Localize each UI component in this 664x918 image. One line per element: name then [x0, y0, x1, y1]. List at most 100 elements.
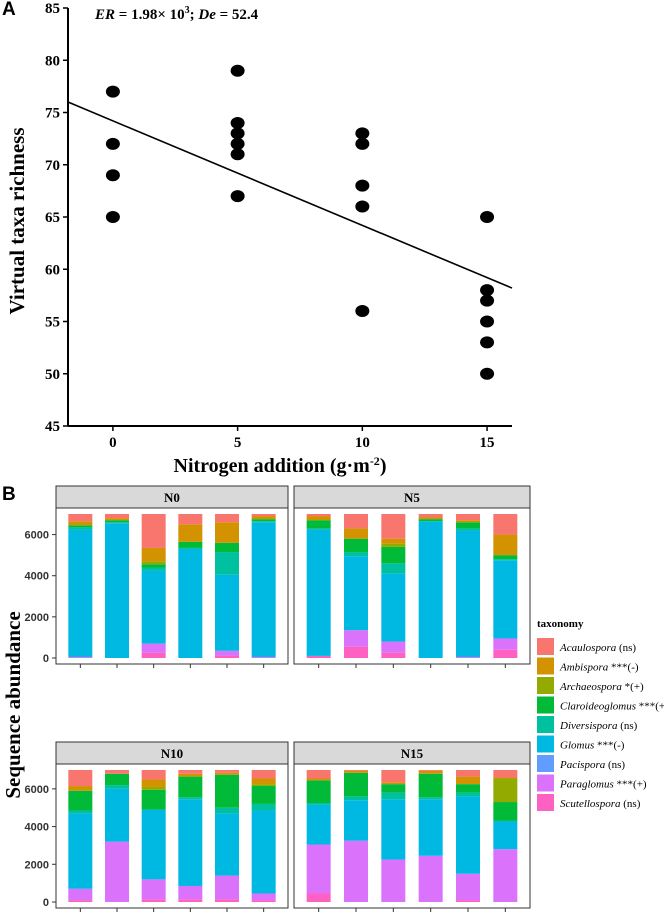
y-tick-label: 80: [45, 53, 60, 69]
bar-segment-paraglomus: [381, 641, 406, 653]
bar-segment-ambispora: [344, 770, 368, 773]
x-tick-label: 0: [109, 435, 117, 451]
legend-label: Pacispora (ns): [559, 759, 625, 771]
bar-segment-scutellospora: [306, 893, 331, 902]
bar-segment-claroideoglomus: [141, 564, 166, 568]
bar-segment-glomus: [141, 809, 166, 880]
legend-significance: (ns): [617, 720, 637, 732]
y-tick-label: 60: [45, 262, 60, 278]
bar-segment-glomus: [178, 548, 203, 658]
bar-segment-paraglomus: [456, 873, 480, 901]
y-tick-label: 75: [45, 106, 60, 122]
bar-segment-ambispora: [418, 770, 443, 774]
bar-segment-diversispora: [418, 797, 443, 800]
bar-segment-claroideoglomus: [418, 773, 443, 798]
data-point: [105, 85, 120, 98]
bar-segment-scutellospora: [381, 652, 406, 658]
facet-panel: [293, 763, 531, 909]
bar-segment-acaulospora: [493, 514, 518, 535]
data-point: [105, 211, 120, 223]
bar-segment-glomus: [251, 522, 276, 657]
bar-segment-acaulospora: [178, 770, 203, 774]
bar-segment-acaulospora: [215, 514, 239, 523]
bar-segment-scutellospora: [215, 899, 239, 902]
panel-b-plot: N0 0 2000 4000 6000 N5 N10 0 2000 4000 6000 N15: [25, 485, 531, 912]
bar-segment-paraglomus: [418, 855, 443, 902]
legend-significance: (ns): [616, 642, 636, 654]
bar-segment-acaulospora: [105, 770, 129, 774]
bar-segment-claroideoglomus: [306, 780, 331, 803]
bar-segment-diversispora: [306, 803, 331, 805]
bar-segment-ambispora: [381, 782, 406, 785]
legend-label: Ambispora ***(-): [559, 662, 639, 674]
legend-genus: Pacispora: [559, 759, 606, 771]
bar-segment-diversispora: [493, 559, 518, 561]
data-point: [355, 137, 370, 150]
bar-segment-paraglomus: [344, 840, 368, 902]
bar-segment-acaulospora: [381, 770, 406, 783]
bar-segment-ambispora: [418, 517, 443, 520]
data-point: [480, 211, 495, 223]
bar-segment-acaulospora: [178, 514, 203, 525]
bar-segment-diversispora: [215, 807, 239, 814]
bar-segment-paraglomus: [251, 893, 276, 901]
legend-genus: Ambispora: [559, 662, 609, 674]
y-tick-label: 0: [43, 653, 49, 665]
panel-a-x-label: Nitrogen addition (g·m-2): [174, 454, 387, 477]
bar-segment-glomus: [68, 529, 93, 657]
bar-segment-glomus: [493, 560, 518, 639]
bar-segment-ambispora: [68, 521, 93, 526]
bar-segment-glomus: [306, 529, 331, 656]
bar-segment-paraglomus: [493, 638, 518, 650]
y-tick-label: 55: [45, 315, 60, 331]
bar-segment-diversispora: [215, 552, 239, 575]
bar-segment-paraglomus: [493, 849, 518, 902]
facet-title: N10: [161, 746, 183, 761]
legend-label: Archaeospora *(+): [559, 681, 644, 693]
legend-genus: Glomus: [560, 740, 594, 752]
bar-segment-claroideoglomus: [456, 522, 480, 529]
bar-segment-claroideoglomus: [178, 776, 203, 798]
bar-segment-claroideoglomus: [251, 786, 276, 804]
bar-segment-diversispora: [141, 567, 166, 571]
legend-significance: (ns): [621, 798, 641, 810]
bar-segment-ambispora: [215, 522, 239, 543]
bar-segment-acaulospora: [418, 770, 443, 771]
bar-segment-acaulospora: [141, 514, 166, 548]
bar-segment-diversispora: [68, 810, 93, 814]
bar-segment-ambispora: [306, 516, 331, 521]
legend-swatch: [537, 677, 554, 694]
legend-title: taxonomy: [537, 618, 584, 630]
bar-segment-acaulospora: [105, 514, 129, 519]
data-point: [480, 315, 495, 328]
bar-segment-glomus: [105, 523, 129, 658]
panel-a-plot: 45 50 55 60 65 70 75 80 85 0 5 10 15: [45, 1, 513, 451]
bar-segment-glomus: [344, 800, 368, 841]
panel-a-y-label: Virtual taxa richness: [5, 127, 29, 314]
bar-segment-claroideoglomus: [381, 784, 406, 793]
bar-segment-claroideoglomus: [251, 519, 276, 522]
bar-segment-acaulospora: [493, 770, 518, 778]
bar-segment-acaulospora: [306, 770, 331, 779]
bar-segment-glomus: [105, 788, 129, 842]
bar-segment-ambispora: [141, 779, 166, 787]
bar-segment-diversispora: [68, 527, 93, 530]
bar-segment-ambispora: [141, 547, 166, 562]
bar-segment-claroideoglomus: [141, 789, 166, 810]
legend-significance: ***(-): [594, 740, 625, 752]
data-point: [105, 169, 120, 182]
facet-title: N5: [404, 490, 420, 505]
panel-b-y-label: Sequence abundance: [1, 611, 25, 798]
bar-segment-claroideoglomus: [68, 525, 93, 528]
annotation-separator: ;: [190, 7, 199, 23]
x-tick-label: 10: [355, 435, 370, 451]
y-tick-label: 70: [45, 158, 60, 174]
bar-segment-ambispora: [381, 538, 406, 544]
bar-segment-paraglomus: [141, 643, 166, 653]
bar-segment-glomus: [456, 796, 480, 874]
legend-swatch: [537, 638, 554, 655]
legend-significance: *(+): [622, 681, 644, 693]
bar-segment-scutellospora: [344, 646, 368, 658]
legend-significance: ***(+): [636, 701, 664, 713]
y-tick-label: 0: [43, 897, 49, 909]
